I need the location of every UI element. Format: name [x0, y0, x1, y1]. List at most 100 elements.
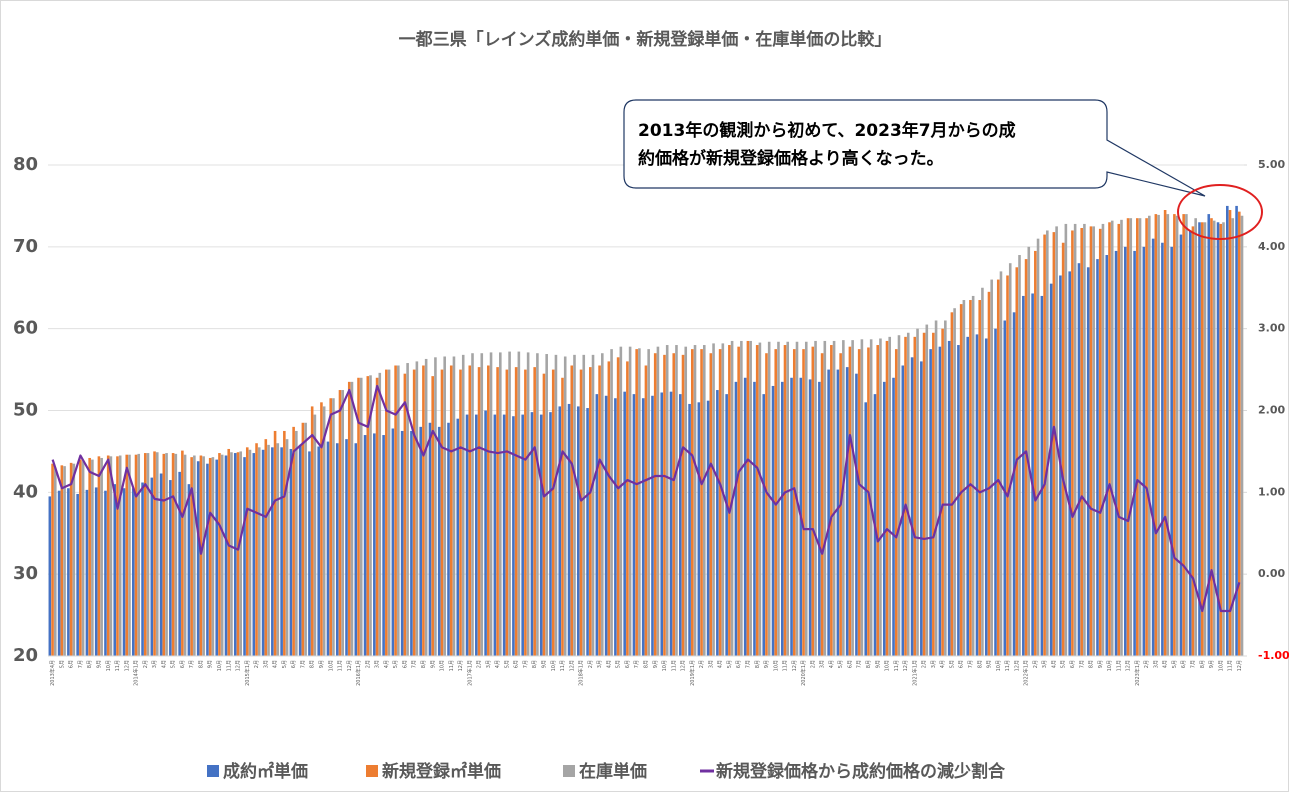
bar	[456, 418, 460, 656]
bar	[171, 453, 175, 656]
x-tick-label: 2021年1月	[911, 660, 918, 686]
bar	[273, 430, 277, 656]
bar	[122, 488, 126, 656]
x-tick-label: 2月	[477, 660, 483, 668]
bar	[419, 426, 422, 656]
bar	[934, 320, 938, 656]
bar	[749, 340, 752, 656]
bar	[792, 349, 796, 656]
bar	[104, 490, 107, 656]
bar	[1098, 228, 1102, 656]
annotation-text: 2013年の観測から初めて、2023年7月からの成	[638, 120, 1016, 141]
x-tick-label: 8月	[421, 660, 427, 668]
x-tick-label: 11月	[894, 660, 900, 671]
bar	[1188, 230, 1192, 656]
bar	[1161, 242, 1164, 656]
bar	[508, 351, 511, 656]
bar	[549, 412, 552, 656]
bar	[345, 439, 348, 656]
bar	[245, 447, 249, 656]
bar	[941, 328, 944, 656]
bar	[1077, 263, 1081, 656]
x-tick-label: 4月	[273, 660, 279, 668]
callout-box	[623, 99, 1206, 197]
bar	[820, 353, 824, 656]
bar	[193, 455, 196, 656]
bar	[100, 457, 103, 656]
bar	[1151, 238, 1155, 656]
x-tick-label: 8月	[755, 660, 761, 668]
bar	[1049, 283, 1053, 656]
bar	[153, 451, 156, 656]
bar	[264, 439, 268, 656]
x-tick-label: 6月	[959, 660, 965, 668]
bar	[363, 435, 367, 656]
x-tick-label: 11月	[115, 660, 121, 671]
bar	[1003, 320, 1007, 656]
bar	[313, 414, 317, 656]
bar	[913, 336, 917, 656]
y-tick-label: 60	[13, 318, 38, 339]
bar	[737, 346, 740, 656]
bar	[860, 339, 864, 656]
y2-tick-label: 3.00	[1258, 322, 1285, 335]
x-tick-label: 7月	[745, 660, 751, 668]
bar	[85, 489, 89, 656]
bar	[480, 353, 484, 656]
x-tick-label: 8月	[532, 660, 538, 668]
bar	[851, 340, 854, 656]
x-tick-label: 2013年4月	[49, 660, 56, 686]
x-tick-label: 11月	[449, 660, 455, 671]
bar	[981, 287, 984, 656]
bar	[373, 433, 376, 656]
x-tick-label: 2月	[810, 660, 816, 668]
bar	[477, 367, 481, 656]
bar	[1080, 228, 1083, 657]
bar	[53, 467, 57, 656]
bar	[990, 279, 993, 656]
bar	[447, 422, 450, 656]
x-tick-label: 10月	[106, 660, 112, 671]
x-tick-label: 11月	[1228, 660, 1234, 671]
x-tick-label: 2月	[922, 660, 928, 668]
bar	[626, 361, 629, 656]
bar	[771, 385, 775, 656]
bar	[106, 455, 110, 656]
bar	[69, 462, 73, 656]
bar	[465, 414, 469, 656]
bar	[1222, 222, 1225, 657]
bar	[542, 373, 546, 656]
bar	[415, 361, 419, 656]
bar	[1200, 222, 1204, 657]
bar	[857, 349, 861, 656]
bar	[669, 391, 673, 656]
bar	[183, 454, 187, 656]
bar	[1231, 218, 1235, 657]
bar	[505, 369, 509, 656]
bar	[623, 391, 626, 656]
bar	[285, 439, 289, 656]
bar	[536, 353, 539, 656]
bar	[317, 446, 321, 656]
bar	[394, 365, 397, 656]
x-tick-label: 10月	[551, 660, 557, 671]
bar	[1061, 242, 1065, 656]
bar	[811, 346, 815, 656]
bar	[125, 454, 129, 656]
bar	[484, 410, 487, 656]
bar	[1238, 211, 1241, 656]
bar	[1235, 205, 1238, 656]
bar	[635, 349, 638, 656]
bar	[814, 340, 817, 656]
bar	[440, 369, 444, 656]
bar	[146, 453, 150, 656]
bar	[885, 340, 889, 656]
bar	[88, 457, 91, 656]
x-tick-label: 10月	[328, 660, 334, 671]
x-tick-label: 8月	[977, 660, 983, 668]
bar	[697, 402, 701, 656]
bar	[403, 373, 407, 656]
bar	[375, 377, 379, 656]
bar	[487, 365, 490, 656]
